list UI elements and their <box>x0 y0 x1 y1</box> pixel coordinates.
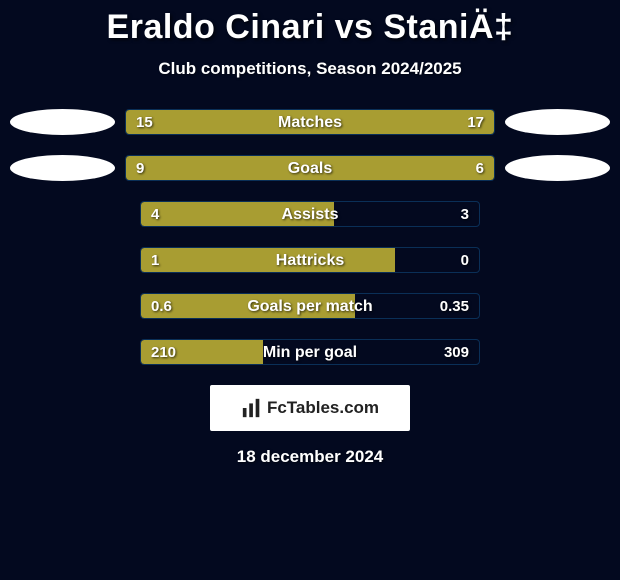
footer-date: 18 december 2024 <box>0 447 620 467</box>
stat-row: 0.6 0.35 Goals per match <box>10 293 610 319</box>
stat-left-value: 15 <box>136 110 153 135</box>
stat-left-value: 0.6 <box>151 294 172 319</box>
stat-left-value: 9 <box>136 156 144 181</box>
stat-left-value: 4 <box>151 202 159 227</box>
player-left-marker <box>10 109 115 135</box>
stat-label: Hattricks <box>276 248 344 273</box>
bar-left-fill <box>141 248 395 272</box>
stat-right-value: 6 <box>476 156 484 181</box>
stat-bar: 0.6 0.35 Goals per match <box>140 293 480 319</box>
stat-right-value: 309 <box>444 340 469 365</box>
bar-right-fill <box>347 156 494 180</box>
stat-label: Goals <box>288 156 332 181</box>
page-title: Eraldo Cinari vs StaniÄ‡ <box>0 8 620 47</box>
comparison-chart: 15 17 Matches 9 6 Goals 4 3 Assists 1 0 Hattricks 0.… <box>0 109 620 365</box>
stat-row: 15 17 Matches <box>10 109 610 135</box>
stat-bar: 210 309 Min per goal <box>140 339 480 365</box>
player-left-marker <box>10 155 115 181</box>
stat-label: Goals per match <box>247 294 372 319</box>
stat-bar: 15 17 Matches <box>125 109 495 135</box>
stat-right-value: 0 <box>461 248 469 273</box>
stat-bar: 9 6 Goals <box>125 155 495 181</box>
stat-bar: 4 3 Assists <box>140 201 480 227</box>
stat-row: 4 3 Assists <box>10 201 610 227</box>
chart-icon <box>241 397 263 419</box>
stat-label: Assists <box>282 202 339 227</box>
stat-label: Matches <box>278 110 342 135</box>
brand-text: FcTables.com <box>267 398 379 418</box>
stat-right-value: 0.35 <box>440 294 469 319</box>
stat-right-value: 3 <box>461 202 469 227</box>
stat-row: 210 309 Min per goal <box>10 339 610 365</box>
stat-row: 1 0 Hattricks <box>10 247 610 273</box>
subtitle: Club competitions, Season 2024/2025 <box>0 59 620 79</box>
stat-left-value: 210 <box>151 340 176 365</box>
player-right-marker <box>505 155 610 181</box>
stat-left-value: 1 <box>151 248 159 273</box>
stat-row: 9 6 Goals <box>10 155 610 181</box>
stat-label: Min per goal <box>263 340 357 365</box>
brand-badge: FcTables.com <box>210 385 410 431</box>
stat-bar: 1 0 Hattricks <box>140 247 480 273</box>
player-right-marker <box>505 109 610 135</box>
stat-right-value: 17 <box>467 110 484 135</box>
